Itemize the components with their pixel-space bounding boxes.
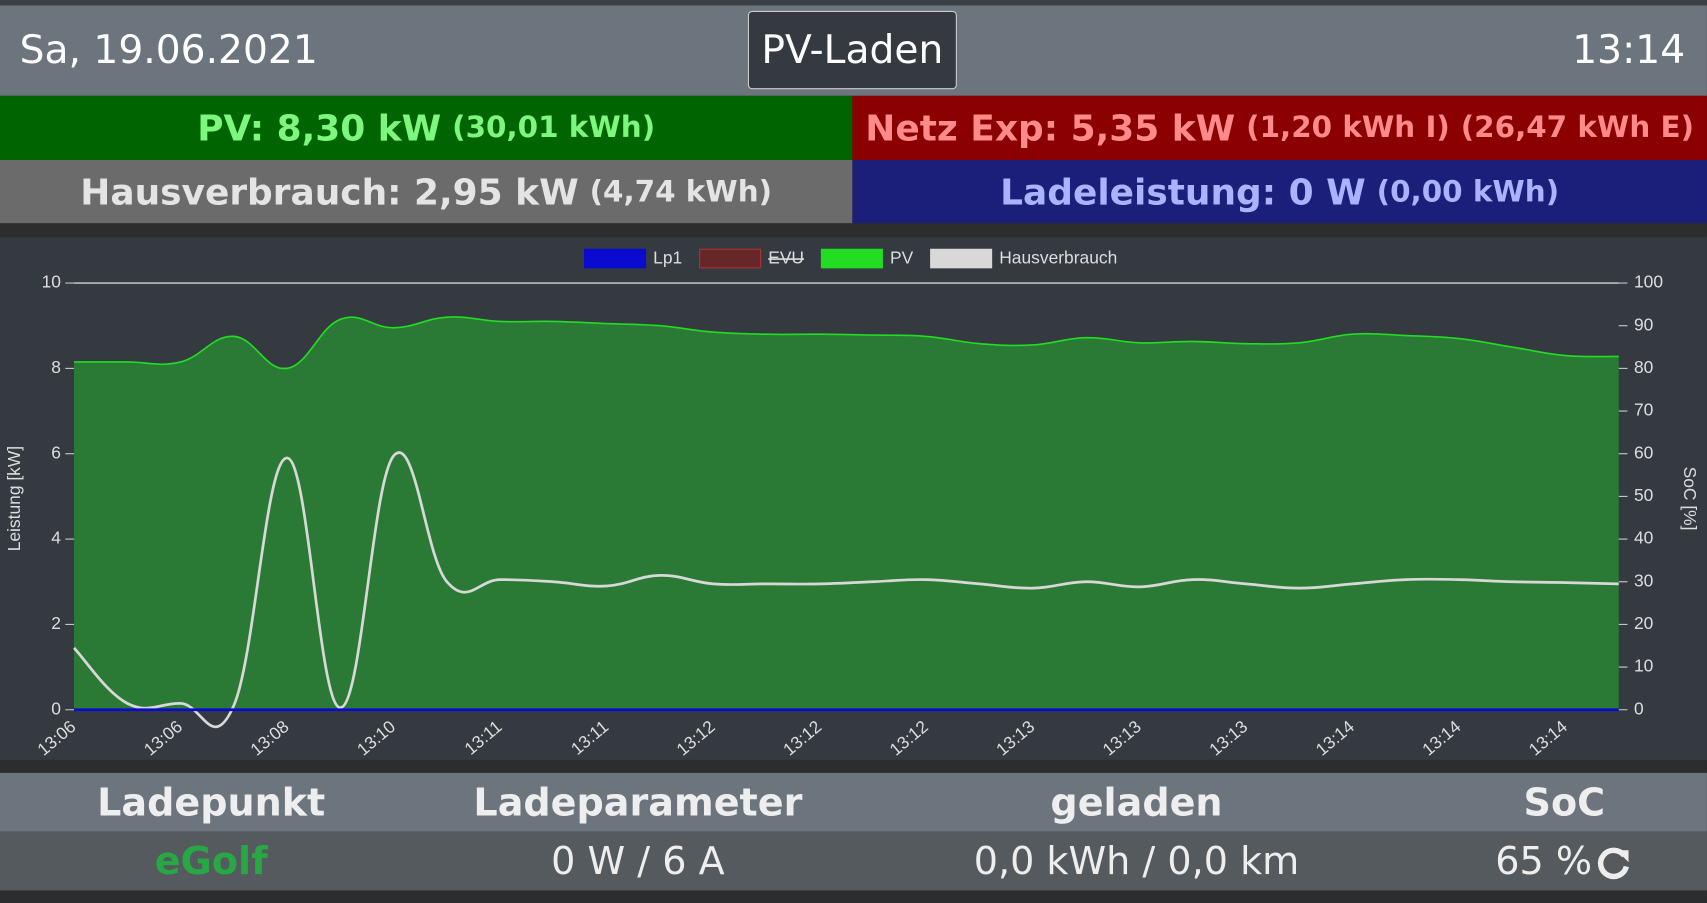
y2-tick-label: 10 bbox=[1634, 656, 1653, 676]
legend-swatch bbox=[584, 248, 647, 269]
charge-energy: (0,00 kWh) bbox=[1376, 174, 1560, 209]
soc: 65 % bbox=[1495, 840, 1593, 884]
date: Sa, 19.06.2021 bbox=[19, 28, 318, 73]
y2-tick-label: 0 bbox=[1634, 698, 1644, 718]
x-tick-label: 13:12 bbox=[673, 716, 719, 759]
x-tick-label: 13:10 bbox=[353, 716, 399, 759]
y-tick-label: 4 bbox=[51, 528, 61, 548]
pv-energy: (30,01 kWh) bbox=[452, 111, 656, 145]
y2-axis-title: SoC [%] bbox=[1680, 467, 1700, 531]
charge-point-name[interactable]: eGolf bbox=[154, 840, 268, 884]
grid-import: (1,20 kWh I) bbox=[1246, 111, 1450, 145]
y2-tick-label: 60 bbox=[1634, 442, 1653, 462]
x-tick-label: 13:14 bbox=[1525, 716, 1571, 760]
y2-tick-label: 20 bbox=[1634, 613, 1653, 633]
legend-label: PV bbox=[890, 248, 914, 268]
legend-label: Lp1 bbox=[653, 248, 682, 268]
legend-swatch bbox=[930, 248, 993, 269]
column-header: Ladepunkt bbox=[97, 781, 326, 826]
grid-tile: Netz Exp: 5,35 kW (1,20 kWh I) (26,47 kWh … bbox=[852, 95, 1707, 161]
column-header: geladen bbox=[1050, 781, 1223, 826]
house-energy: (4,74 kWh) bbox=[589, 174, 773, 209]
x-tick-label: 13:08 bbox=[246, 716, 292, 759]
grid-export: (26,47 kWh E) bbox=[1460, 111, 1695, 145]
house-power: Hausverbrauch: 2,95 kW bbox=[80, 170, 579, 213]
time: 13:14 bbox=[1572, 28, 1686, 73]
table-header bbox=[0, 772, 1707, 832]
y2-tick-label: 50 bbox=[1634, 485, 1653, 505]
refresh-icon[interactable] bbox=[1595, 846, 1632, 883]
x-tick-label: 13:06 bbox=[140, 716, 186, 759]
x-tick-label: 13:14 bbox=[1418, 716, 1464, 760]
y-tick-label: 10 bbox=[42, 272, 61, 292]
table-row bbox=[0, 831, 1707, 891]
column-header: SoC bbox=[1523, 781, 1606, 826]
grid-power: Netz Exp: 5,35 kW bbox=[865, 106, 1236, 150]
legend-label: EVU bbox=[768, 248, 804, 268]
legend-label: Hausverbrauch bbox=[999, 248, 1117, 268]
top-strip bbox=[0, 0, 1707, 6]
x-tick-label: 13:11 bbox=[567, 716, 612, 758]
legend-swatch bbox=[820, 248, 883, 269]
legend-swatch bbox=[699, 248, 762, 269]
chart: Leistung [kW] SoC [%] 024681001020304050… bbox=[0, 237, 1707, 760]
pv-power: PV: 8,30 kW bbox=[197, 106, 442, 150]
charge-parameters: 0 W / 6 A bbox=[551, 840, 725, 884]
y2-tick-label: 90 bbox=[1634, 314, 1653, 334]
charge-tile: Ladeleistung: 0 W (0,00 kWh) bbox=[852, 160, 1707, 224]
x-tick-label: 13:12 bbox=[886, 716, 932, 759]
y-axis-title: Leistung [kW] bbox=[4, 446, 24, 551]
y2-tick-label: 40 bbox=[1634, 528, 1653, 548]
y-tick-label: 6 bbox=[51, 442, 61, 462]
x-tick-label: 13:13 bbox=[1205, 716, 1251, 759]
line bbox=[74, 316, 1619, 370]
y2-tick-label: 100 bbox=[1634, 272, 1663, 292]
x-tick-label: 13:14 bbox=[1312, 716, 1358, 760]
y2-tick-label: 80 bbox=[1634, 357, 1653, 377]
y2-tick-label: 30 bbox=[1634, 570, 1653, 590]
x-tick-label: 13:13 bbox=[1099, 716, 1145, 759]
y-tick-label: 8 bbox=[51, 357, 61, 377]
x-tick-label: 13:12 bbox=[779, 716, 825, 759]
pv-tile: PV: 8,30 kW (30,01 kWh) bbox=[0, 95, 853, 161]
y2-tick-label: 70 bbox=[1634, 400, 1653, 420]
mode-button[interactable]: PV-Laden bbox=[747, 10, 957, 90]
x-tick-label: 13:13 bbox=[992, 716, 1038, 759]
y-tick-label: 0 bbox=[51, 698, 61, 718]
y-tick-label: 2 bbox=[51, 613, 61, 633]
charge-power: Ladeleistung: 0 W bbox=[1000, 170, 1366, 213]
x-tick-label: 13:06 bbox=[33, 716, 79, 759]
line bbox=[73, 451, 1619, 729]
area bbox=[74, 316, 1619, 710]
house-tile: Hausverbrauch: 2,95 kW (4,74 kWh) bbox=[0, 160, 853, 224]
x-tick-label: 13:11 bbox=[460, 716, 505, 758]
charged: 0,0 kWh / 0,0 km bbox=[973, 840, 1300, 884]
column-header: Ladeparameter bbox=[473, 781, 803, 826]
